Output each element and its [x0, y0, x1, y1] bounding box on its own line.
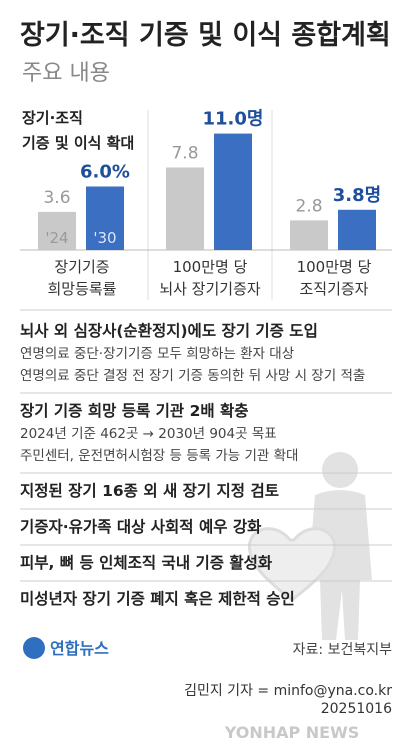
- value-label: 11.0명: [203, 109, 264, 130]
- value-label: 3.6: [43, 188, 70, 208]
- credit: 김민지 기자 = minfo@yna.co.kr: [184, 683, 392, 699]
- item-heading: 기증자·유가족 대상 사회적 예우 강화: [20, 517, 262, 536]
- item-line: 2024년 기준 462곳 → 2030년 904곳 목표: [20, 426, 277, 442]
- item-line: 연명의료 중단·장기기증 모두 희망하는 환자 대상: [20, 346, 294, 362]
- watermark: YONHAP NEWS: [224, 723, 360, 742]
- bar: [38, 211, 76, 250]
- bar: [338, 209, 376, 250]
- logo-icon: [23, 637, 45, 659]
- value-label: 3.8명: [333, 185, 381, 206]
- category-label: 100만명 당 뇌사 장기기증자: [159, 258, 261, 298]
- item-heading: 장기 기증 희망 등록 기관 2배 확충: [20, 401, 249, 420]
- logo: 연합뉴스: [50, 639, 109, 658]
- date: 20251016: [321, 701, 392, 717]
- title: 장기·조직 기증 및 이식 종합계획: [20, 20, 391, 51]
- item-heading: 피부, 뼈 등 인체조직 국내 기증 활성화: [20, 553, 273, 572]
- series-label: '24: [45, 229, 68, 247]
- bar: [166, 167, 204, 250]
- subtitle: 주요 내용: [22, 61, 110, 86]
- item-line: 주민센터, 운전면허시험장 등 등록 가능 기관 확대: [20, 448, 298, 464]
- category-label: 장기기증 희망등록률: [47, 258, 117, 298]
- item-heading: 미성년자 장기 기증 폐지 혹은 제한적 승인: [20, 589, 295, 608]
- value-label: 6.0%: [80, 162, 130, 183]
- value-label: 2.8: [295, 196, 322, 216]
- value-label: 7.8: [171, 143, 198, 163]
- series-label: '30: [93, 229, 116, 247]
- person-icon: [248, 452, 372, 640]
- category-label: 100만명 당 조직기증자: [296, 258, 372, 298]
- item-heading: 뇌사 외 심장사(순환정지)에도 장기 기증 도입: [20, 322, 318, 340]
- source: 자료: 보건복지부: [293, 642, 392, 658]
- bar: [290, 220, 328, 250]
- bar: [214, 133, 252, 250]
- bar: [86, 186, 124, 250]
- item-line: 연명의료 중단 결정 전 장기 기증 동의한 뒤 사망 시 장기 적출: [20, 368, 365, 384]
- item-heading: 지정된 장기 16종 외 새 장기 지정 검토: [20, 481, 279, 500]
- chart-title: 장기·조직 기증 및 이식 확대: [22, 109, 135, 152]
